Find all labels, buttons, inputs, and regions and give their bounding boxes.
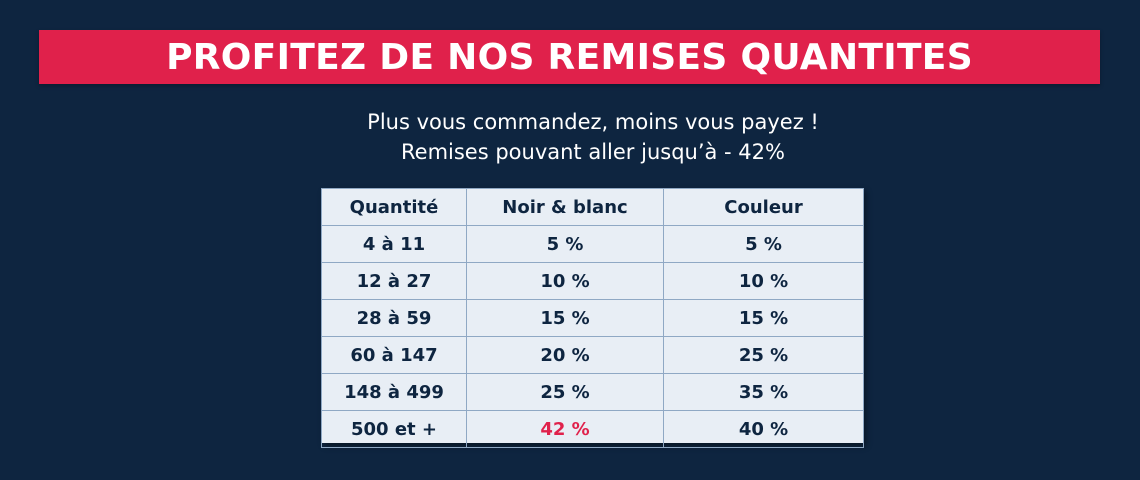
header-noir-blanc: Noir & blanc — [466, 188, 664, 226]
subtitle-line-1: Plus vous commandez, moins vous payez ! — [367, 110, 819, 134]
cell-quantity: 60 à 147 — [321, 336, 467, 374]
table-row: 4 à 11 5 % 5 % — [321, 225, 864, 263]
cell-couleur: 40 % — [663, 410, 864, 448]
header-couleur: Couleur — [663, 188, 864, 226]
subtitle-line-2: Remises pouvant aller jusqu’à - 42% — [401, 140, 785, 164]
cell-quantity: 148 à 499 — [321, 373, 467, 411]
cell-noir-blanc-highlight: 42 % — [466, 410, 664, 448]
cell-couleur: 5 % — [663, 225, 864, 263]
cell-quantity: 28 à 59 — [321, 299, 467, 337]
table-header-row: Quantité Noir & blanc Couleur — [321, 188, 864, 226]
cell-quantity: 12 à 27 — [321, 262, 467, 300]
cell-couleur: 10 % — [663, 262, 864, 300]
cell-couleur: 15 % — [663, 299, 864, 337]
table-row: 500 et + 42 % 40 % — [321, 410, 864, 448]
cell-quantity: 500 et + — [321, 410, 467, 448]
cell-noir-blanc: 5 % — [466, 225, 664, 263]
promo-banner: PROFITEZ DE NOS REMISES QUANTITES — [39, 30, 1100, 84]
table-row: 12 à 27 10 % 10 % — [321, 262, 864, 300]
cell-couleur: 35 % — [663, 373, 864, 411]
cell-noir-blanc: 15 % — [466, 299, 664, 337]
cell-noir-blanc: 25 % — [466, 373, 664, 411]
cell-noir-blanc: 20 % — [466, 336, 664, 374]
header-quantite: Quantité — [321, 188, 467, 226]
table-row: 60 à 147 20 % 25 % — [321, 336, 864, 374]
cell-noir-blanc: 10 % — [466, 262, 664, 300]
cell-quantity: 4 à 11 — [321, 225, 467, 263]
table-row: 28 à 59 15 % 15 % — [321, 299, 864, 337]
discount-table: Quantité Noir & blanc Couleur 4 à 11 5 %… — [321, 188, 864, 448]
banner-title: PROFITEZ DE NOS REMISES QUANTITES — [166, 36, 973, 78]
table-row: 148 à 499 25 % 35 % — [321, 373, 864, 411]
cell-couleur: 25 % — [663, 336, 864, 374]
